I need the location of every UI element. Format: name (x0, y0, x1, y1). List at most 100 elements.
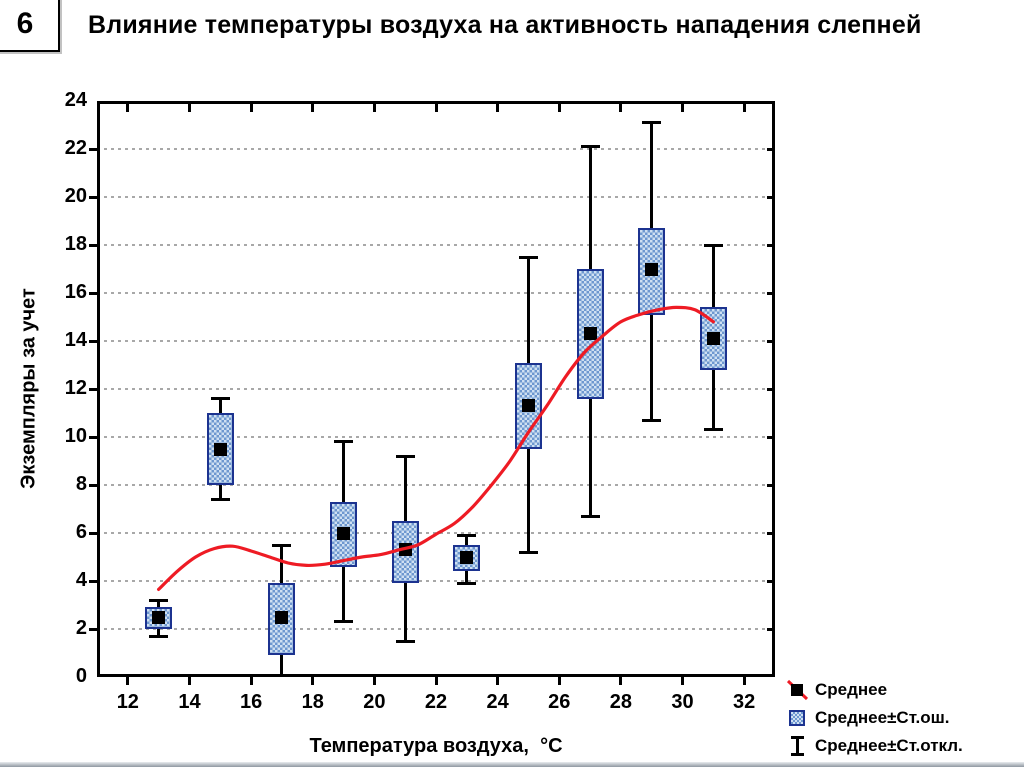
y-tick-right (767, 339, 775, 343)
y-tick-right (767, 291, 775, 295)
y-axis-label: Экземпляры за учет (17, 288, 40, 489)
y-tick-left (89, 147, 97, 151)
x-tick-label: 32 (733, 691, 756, 713)
sd-whisker-cap-top (457, 533, 477, 537)
slide-number: 6 (16, 7, 34, 40)
se-box (699, 307, 727, 370)
gridline (97, 196, 775, 198)
y-tick-right (767, 627, 775, 631)
y-tick-right (767, 387, 775, 391)
y-tick-right (767, 195, 775, 199)
x-tick-bottom (557, 677, 561, 685)
gridline (97, 388, 775, 390)
sd-whisker-cap-top (395, 454, 415, 458)
x-tick-label: 20 (363, 691, 386, 713)
slide-title: Влияние температуры воздуха на активност… (88, 11, 922, 39)
mean-marker (337, 526, 351, 540)
legend-item-mean: Среднее (786, 678, 963, 702)
slide-footer-strip (0, 762, 1024, 767)
y-tick-right (767, 579, 775, 583)
x-tick-label: 28 (609, 691, 633, 713)
mean-marker (645, 262, 659, 276)
gridline (97, 292, 775, 294)
x-tick-bottom (372, 677, 376, 685)
sd-whisker-cap-bottom (334, 620, 354, 624)
y-tick-label: 8 (75, 473, 87, 495)
y-tick-label: 4 (75, 569, 87, 591)
x-tick-top (434, 104, 438, 112)
sd-whisker-cap-bottom (210, 497, 230, 501)
trend-curve (157, 305, 715, 591)
legend-label: Среднее±Ст.откл. (815, 736, 963, 755)
sd-whisker-cap-bottom (580, 514, 600, 518)
x-tick-top (311, 104, 315, 112)
x-tick-top (742, 104, 746, 112)
x-tick-top (249, 104, 253, 112)
sd-whisker-cap-top (210, 397, 230, 401)
legend-label: Среднее±Ст.ош. (815, 708, 950, 727)
sd-whisker-cap-top (334, 440, 354, 444)
y-tick-left (89, 483, 97, 487)
gridline (97, 580, 775, 582)
y-tick-left (89, 579, 97, 583)
gridline (97, 628, 775, 630)
y-tick-left (89, 291, 97, 295)
y-tick-left (89, 531, 97, 535)
sd-whisker-cap-top (703, 243, 723, 247)
y-tick-right (767, 147, 775, 151)
y-tick-label: 20 (64, 185, 87, 207)
x-tick-label: 18 (301, 691, 324, 713)
y-tick-label: 24 (64, 89, 87, 111)
sd-whisker-icon (786, 735, 810, 757)
sd-whisker-cap-bottom (395, 639, 415, 643)
y-tick-right (767, 531, 775, 535)
x-tick-label: 24 (486, 691, 509, 713)
x-tick-top (496, 104, 500, 112)
sd-whisker-cap-bottom (457, 581, 477, 585)
y-tick-label: 0 (75, 665, 87, 687)
plot-area (97, 101, 775, 677)
y-tick-label: 2 (75, 617, 87, 639)
sd-whisker-cap-bottom (149, 634, 169, 638)
x-tick-label: 14 (178, 691, 201, 713)
y-tick-left (89, 387, 97, 391)
y-tick-label: 22 (64, 137, 87, 159)
gridline (97, 340, 775, 342)
x-tick-label: 12 (116, 691, 139, 713)
y-tick-label: 16 (64, 281, 87, 303)
x-tick-top (681, 104, 685, 112)
x-tick-bottom (126, 677, 130, 685)
sd-whisker-cap-bottom (518, 550, 538, 554)
x-tick-top (619, 104, 623, 112)
x-tick-bottom (742, 677, 746, 685)
sd-whisker-cap-bottom (642, 418, 662, 422)
y-tick-right (767, 243, 775, 247)
y-tick-left (89, 195, 97, 199)
legend: Среднее Среднее±Ст.ош. Среднее±Ст.откл. (786, 678, 963, 762)
x-tick-bottom (619, 677, 623, 685)
mean-marker (275, 610, 289, 624)
sd-whisker-cap-bottom (703, 428, 723, 432)
mean-marker (521, 399, 535, 413)
slide-number-box: 6 (0, 0, 60, 52)
y-tick-label: 14 (64, 329, 87, 351)
gridline (97, 244, 775, 246)
legend-item-sd: Среднее±Ст.откл. (786, 734, 963, 758)
x-tick-bottom (187, 677, 191, 685)
sd-whisker-cap-top (149, 598, 169, 602)
x-axis-label: Температура воздуха, °C (309, 735, 563, 757)
gridline (97, 484, 775, 486)
x-tick-top (126, 104, 130, 112)
x-tick-label: 22 (424, 691, 448, 713)
y-tick-right (767, 483, 775, 487)
x-tick-bottom (434, 677, 438, 685)
gridline (97, 148, 775, 150)
x-tick-bottom (496, 677, 500, 685)
mean-marker (583, 327, 597, 341)
y-tick-left (89, 627, 97, 631)
mean-square-icon (791, 684, 803, 696)
y-tick-label: 10 (64, 425, 87, 447)
x-tick-top (372, 104, 376, 112)
sd-whisker-cap-top (272, 543, 292, 547)
sd-whisker-cap-top (642, 121, 662, 125)
